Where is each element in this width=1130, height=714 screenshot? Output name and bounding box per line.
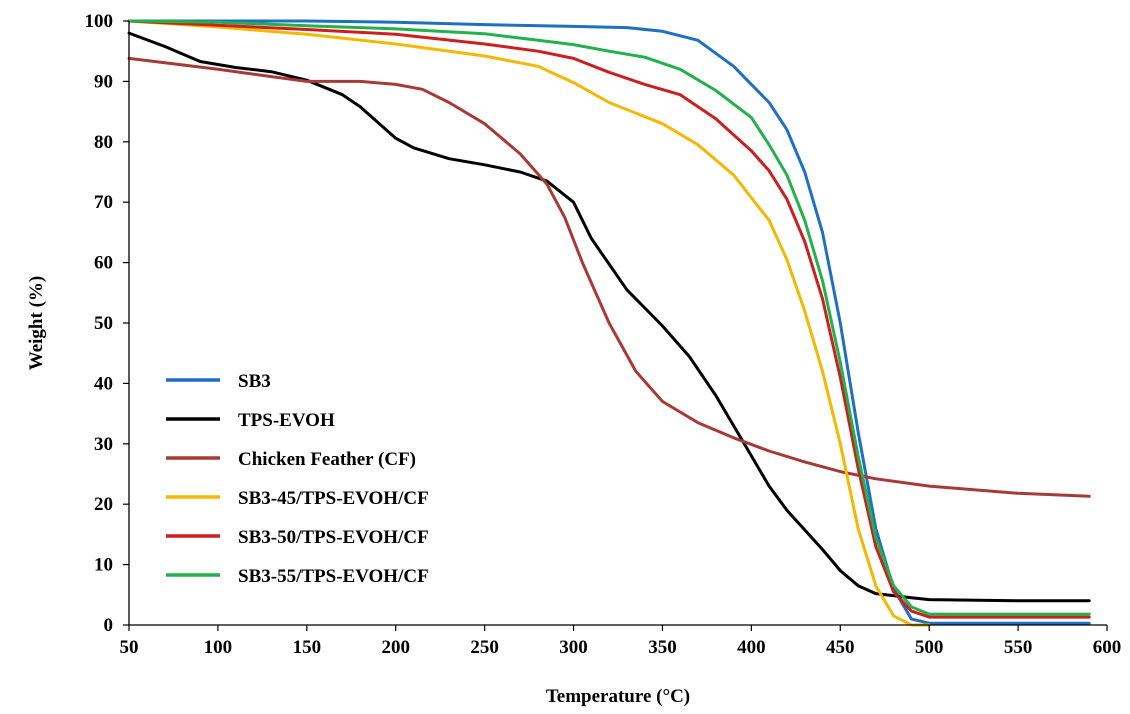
x-tick-label: 100 xyxy=(204,637,233,658)
y-tick-label: 20 xyxy=(94,494,113,515)
legend-label-sb3: SB3 xyxy=(238,371,271,392)
x-tick-label: 400 xyxy=(737,637,766,658)
y-ticks: 0 10 20 30 40 50 60 70 80 90 100 xyxy=(85,11,129,636)
y-axis-title: Weight (%) xyxy=(26,276,47,370)
series-line-sb3-50-tps-evoh-cf xyxy=(127,19,1091,619)
y-tick-label: 70 xyxy=(94,192,113,213)
y-tick-label: 80 xyxy=(94,132,113,153)
x-tick-label: 450 xyxy=(826,637,855,658)
legend: SB3 TPS-EVOH Chicken Feather (CF) SB3-45/TP… xyxy=(166,371,429,587)
series-line-sb3 xyxy=(127,19,1091,625)
x-tick-label: 600 xyxy=(1093,637,1122,658)
x-tick-label: 50 xyxy=(120,637,139,658)
legend-label-chicken-feather-cf: Chicken Feather (CF) xyxy=(238,449,416,470)
x-tick-label: 350 xyxy=(648,637,677,658)
y-tick-label: 30 xyxy=(94,434,113,455)
x-ticks: 50 100 150 200 250 300 350 400 450 500 550 600 xyxy=(120,625,1122,658)
series-line-tps-evoh xyxy=(127,31,1091,603)
plot-lines xyxy=(127,19,1091,627)
legend-label-sb3-45-tps-evoh-cf: SB3-45/TPS-EVOH/CF xyxy=(238,488,429,509)
y-tick-label: 100 xyxy=(85,11,114,32)
y-tick-label: 0 xyxy=(104,615,114,636)
x-tick-label: 550 xyxy=(1004,637,1033,658)
y-tick-label: 10 xyxy=(94,555,113,576)
y-tick-label: 40 xyxy=(94,373,113,394)
legend-label-sb3-55-tps-evoh-cf: SB3-55/TPS-EVOH/CF xyxy=(238,566,429,587)
x-axis-title: Temperature (°C) xyxy=(546,686,690,707)
x-tick-label: 150 xyxy=(293,637,322,658)
series-line-sb3-55-tps-evoh-cf xyxy=(127,19,1091,616)
y-tick-label: 60 xyxy=(94,253,113,274)
series-line-sb3-45-tps-evoh-cf xyxy=(127,19,931,627)
x-tick-label: 200 xyxy=(381,637,410,658)
y-tick-label: 50 xyxy=(94,313,113,334)
legend-label-sb3-50-tps-evoh-cf: SB3-50/TPS-EVOH/CF xyxy=(238,527,429,548)
x-tick-label: 250 xyxy=(470,637,499,658)
y-tick-label: 90 xyxy=(94,71,113,92)
legend-label-tps-evoh: TPS-EVOH xyxy=(238,410,335,431)
x-tick-label: 300 xyxy=(559,637,588,658)
x-tick-label: 500 xyxy=(915,637,944,658)
